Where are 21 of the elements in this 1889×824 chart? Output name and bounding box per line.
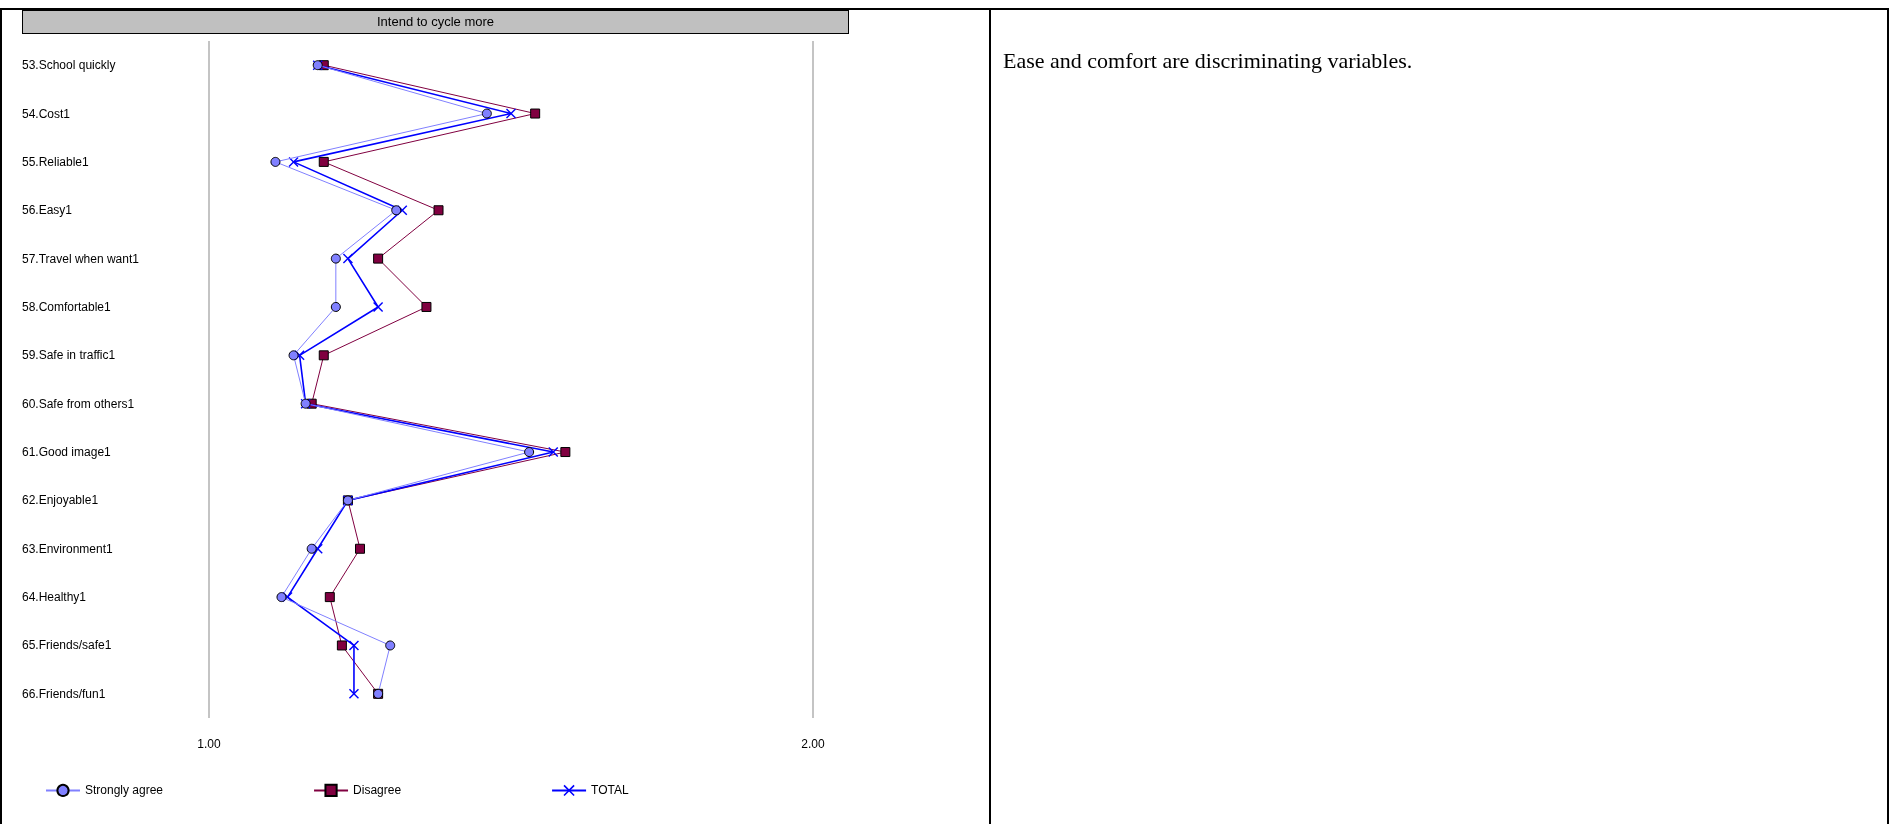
y-tick-label: 62.Enjoyable1 <box>22 493 99 508</box>
y-tick-label: 64.Healthy1 <box>22 590 87 605</box>
y-tick-label: 56.Easy1 <box>22 203 73 218</box>
y-tick-label: 54.Cost1 <box>22 106 71 121</box>
y-tick-label: 58.Comfortable1 <box>22 299 112 314</box>
legend-label: Strongly agree <box>85 783 164 798</box>
y-tick-label: 59.Safe in traffic1 <box>22 348 116 363</box>
y-tick-label: 55.Reliable1 <box>22 154 90 169</box>
chart-title: Intend to cycle more <box>22 10 849 34</box>
y-tick-label: 57.Travel when want1 <box>22 251 140 266</box>
y-tick-label: 61.Good image1 <box>22 445 112 460</box>
x-tick-label: 1.00 <box>197 737 221 751</box>
y-tick-label: 60.Safe from others1 <box>22 396 135 411</box>
y-tick-label: 53.School quickly <box>22 58 116 73</box>
text: Ease and comfort are discriminating variables. <box>1003 48 1413 74</box>
x-tick-label: 2.00 <box>801 737 825 751</box>
y-tick-label: 66.Friends/fun1 <box>22 686 106 701</box>
legend-label: Disagree <box>353 783 402 798</box>
legend-label: TOTAL <box>591 783 629 798</box>
y-tick-label: 63.Environment1 <box>22 541 114 556</box>
y-tick-label: 65.Friends/safe1 <box>22 638 112 653</box>
